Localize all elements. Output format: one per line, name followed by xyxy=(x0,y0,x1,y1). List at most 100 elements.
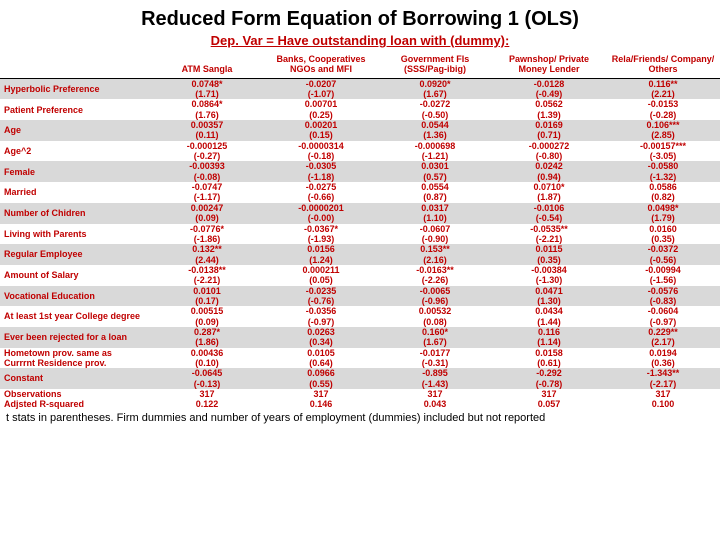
cell-tstat: (1.30) xyxy=(492,296,606,306)
cell-tstat: (-0.13) xyxy=(150,379,264,389)
table-row: Constant-0.06450.0966-0.895-0.292-1.343*… xyxy=(0,368,720,378)
cell-tstat: (1.14) xyxy=(492,337,606,347)
cell-tstat: (0.34) xyxy=(264,337,378,347)
cell-value: 0.0586 xyxy=(606,182,720,192)
cell-tstat: (-0.50) xyxy=(378,110,492,120)
cell-value: 317 xyxy=(492,389,606,399)
table-row: Age0.003570.002010.05440.01690.106*** xyxy=(0,120,720,130)
cell-value: 0.0101 xyxy=(150,286,264,296)
cell-tstat: (-0.90) xyxy=(378,234,492,244)
table-row: Amount of Salary-0.0138**0.000211-0.0163… xyxy=(0,265,720,275)
row-label: Amount of Salary xyxy=(0,265,150,286)
cell-value: -0.0367* xyxy=(264,224,378,234)
cell-tstat: (2.16) xyxy=(378,255,492,265)
table-row: Age^2-0.000125-0.0000314-0.000698-0.0002… xyxy=(0,141,720,151)
cell-tstat: (0.35) xyxy=(606,234,720,244)
cell-tstat: (-0.08) xyxy=(150,172,264,182)
cell-tstat: (-0.97) xyxy=(264,317,378,327)
cell-value: 0.0301 xyxy=(378,161,492,171)
cell-value: 0.00532 xyxy=(378,306,492,316)
table-row: Living with Parents-0.0776*-0.0367*-0.06… xyxy=(0,224,720,234)
cell-value: -0.0138** xyxy=(150,265,264,275)
cell-tstat: (0.87) xyxy=(378,192,492,202)
cell-tstat: (1.39) xyxy=(492,110,606,120)
cell-value: -0.0747 xyxy=(150,182,264,192)
cell-tstat: (0.09) xyxy=(150,213,264,223)
cell-value: 0.00247 xyxy=(150,203,264,213)
cell-value: -0.0207 xyxy=(264,78,378,89)
cell-value: -0.0235 xyxy=(264,286,378,296)
cell-value: (0.10) xyxy=(150,358,264,368)
cell-value: 0.229** xyxy=(606,327,720,337)
cell-value: 0.0544 xyxy=(378,120,492,130)
cell-value: 0.287* xyxy=(150,327,264,337)
table-body: Hyperbolic Preference0.0748*-0.02070.092… xyxy=(0,78,720,410)
cell-value: 0.122 xyxy=(150,399,264,409)
cell-value: -0.0153 xyxy=(606,99,720,109)
row-label: Living with Parents xyxy=(0,224,150,245)
table-row: Adjsted R-squared0.1220.1460.0430.0570.1… xyxy=(0,399,720,409)
cell-value: (0.36) xyxy=(606,358,720,368)
table-row: Currrnt Residence prov.(0.10)(0.64)(-0.3… xyxy=(0,358,720,368)
row-label: Female xyxy=(0,161,150,182)
cell-value: 0.0920* xyxy=(378,78,492,89)
row-label: At least 1st year College degree xyxy=(0,306,150,327)
cell-tstat: (1.76) xyxy=(150,110,264,120)
cell-tstat: (0.25) xyxy=(264,110,378,120)
table-row: Hyperbolic Preference0.0748*-0.02070.092… xyxy=(0,78,720,89)
table-row: Vocational Education0.0101-0.0235-0.0065… xyxy=(0,286,720,296)
row-label: Age^2 xyxy=(0,141,150,162)
table-row: Female-0.00393-0.03050.03010.0242-0.0580 xyxy=(0,161,720,171)
row-label: Married xyxy=(0,182,150,203)
regression-table: ATM Sangla Banks, Cooperatives NGOs and … xyxy=(0,54,720,410)
cell-value: -0.0305 xyxy=(264,161,378,171)
cell-tstat: (1.79) xyxy=(606,213,720,223)
row-label: Regular Employee xyxy=(0,244,150,265)
header-col-1: ATM Sangla xyxy=(150,54,264,78)
row-label: Adjsted R-squared xyxy=(0,399,150,409)
cell-value: -0.0372 xyxy=(606,244,720,254)
row-label: Constant xyxy=(0,368,150,389)
cell-tstat: (-1.21) xyxy=(378,151,492,161)
cell-value: 0.0966 xyxy=(264,368,378,378)
cell-tstat: (-0.18) xyxy=(264,151,378,161)
header-col-5: Rela/Friends/ Company/ Others xyxy=(606,54,720,78)
cell-value: 0.106*** xyxy=(606,120,720,130)
cell-tstat: (-0.54) xyxy=(492,213,606,223)
cell-tstat: (0.09) xyxy=(150,317,264,327)
cell-tstat: (-1.86) xyxy=(150,234,264,244)
cell-value: 0.00201 xyxy=(264,120,378,130)
table-row: Number of Chidren0.00247-0.00002010.0317… xyxy=(0,203,720,213)
table-row: Patient Preference0.0864*0.00701-0.02720… xyxy=(0,99,720,109)
cell-tstat: (2.17) xyxy=(606,337,720,347)
row-label: Currrnt Residence prov. xyxy=(0,358,150,368)
cell-value: 317 xyxy=(150,389,264,399)
cell-value: 0.0156 xyxy=(264,244,378,254)
cell-tstat: (-2.26) xyxy=(378,275,492,285)
cell-value: 0.0158 xyxy=(492,348,606,358)
cell-tstat: (-2.17) xyxy=(606,379,720,389)
cell-value: -0.000272 xyxy=(492,141,606,151)
cell-value: -0.895 xyxy=(378,368,492,378)
cell-tstat: (-1.43) xyxy=(378,379,492,389)
cell-value: -0.0106 xyxy=(492,203,606,213)
cell-tstat: (-0.97) xyxy=(606,317,720,327)
cell-tstat: (1.86) xyxy=(150,337,264,347)
cell-tstat: (-3.05) xyxy=(606,151,720,161)
cell-value: -0.0535** xyxy=(492,224,606,234)
table-row: At least 1st year College degree0.00515-… xyxy=(0,306,720,316)
cell-value: 0.0562 xyxy=(492,99,606,109)
cell-value: 0.00701 xyxy=(264,99,378,109)
table-row: Regular Employee0.132**0.01560.153**0.01… xyxy=(0,244,720,254)
cell-value: -0.00994 xyxy=(606,265,720,275)
cell-value: -0.00384 xyxy=(492,265,606,275)
cell-value: 0.0242 xyxy=(492,161,606,171)
cell-value: -0.000698 xyxy=(378,141,492,151)
page-title: Reduced Form Equation of Borrowing 1 (OL… xyxy=(0,0,720,33)
cell-value: -0.0177 xyxy=(378,348,492,358)
cell-value: 0.100 xyxy=(606,399,720,409)
cell-value: -0.0604 xyxy=(606,306,720,316)
cell-tstat: (-0.00) xyxy=(264,213,378,223)
cell-tstat: (-0.49) xyxy=(492,89,606,99)
cell-tstat: (1.36) xyxy=(378,130,492,140)
